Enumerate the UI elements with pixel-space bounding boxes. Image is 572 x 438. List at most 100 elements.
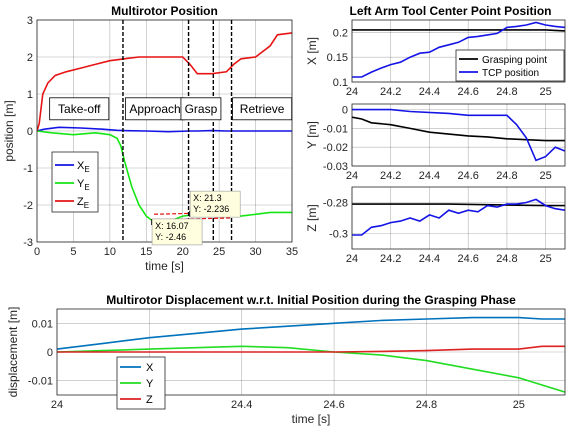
axes-box — [351, 103, 566, 167]
y-tick-label: 3 — [27, 15, 33, 27]
x-tick-label: 24.4 — [231, 399, 252, 411]
x-tick-label: 24.8 — [496, 253, 517, 265]
legend-label: YE — [77, 178, 90, 192]
x-tick-label: 25 — [540, 170, 552, 182]
x-tick-label: 35 — [286, 246, 298, 258]
legend-subscript: E — [84, 201, 89, 210]
y-tick-label: -0.02 — [323, 142, 348, 154]
x-tick-label: 24.2 — [380, 253, 401, 265]
y-tick-label: 0.01 — [32, 318, 53, 330]
series-line-grasping-point — [352, 203, 565, 207]
y-axis-label: X [m] — [305, 37, 319, 65]
y-tick-label: -3 — [23, 237, 33, 249]
datatip-line: Y: -2.236 — [193, 204, 229, 214]
x-tick-label: 24.6 — [457, 170, 478, 182]
x-tick-label: 24 — [346, 170, 358, 182]
phase-label-box — [180, 97, 222, 121]
y-tick-label: -0.01 — [323, 123, 348, 135]
legend-label: Z — [146, 394, 153, 406]
y-tick-label: -0.3 — [329, 229, 348, 241]
x-tick-label: 24.8 — [496, 86, 517, 98]
y-axis-label: position [m] — [2, 100, 16, 161]
x-tick-label: 20 — [177, 246, 189, 258]
x-tick-label: 24 — [346, 86, 358, 98]
x-tick-label: 24.4 — [419, 86, 440, 98]
series-group — [352, 21, 565, 78]
tcp-x-chart: 24 24.2 24.4 24.6 24.8 25 0.1 0.15 0.2 X [m] Left … — [305, 4, 566, 98]
x-tick-label: 24.8 — [496, 170, 517, 182]
x-tick-label: 25 — [513, 399, 525, 411]
x-tick-label: 15 — [140, 246, 152, 258]
plot-area — [352, 187, 565, 249]
x-tick-label: 24 — [51, 399, 63, 411]
x-tick-label: 24.6 — [457, 253, 478, 265]
datatip-box — [151, 218, 203, 246]
legend-name: Z — [77, 196, 84, 208]
x-tick-label: 24.2 — [380, 170, 401, 182]
y-tick-label: 0 — [27, 126, 33, 138]
tcp-z-chart: 24 24.2 24.4 24.6 24.8 25 -0.3 -0.28 Z [m] — [305, 186, 566, 265]
y-tick-label: -0.28 — [323, 198, 348, 210]
axes-box — [56, 308, 566, 396]
axes-box — [351, 186, 566, 250]
phase-label: Grasp — [185, 102, 218, 116]
series-line-y — [57, 345, 565, 393]
axes-box — [351, 19, 566, 83]
series-group — [352, 198, 565, 236]
legend-name: X — [77, 160, 85, 172]
y-tick-label: 0 — [47, 347, 53, 359]
y-tick-label: -0.01 — [28, 376, 53, 388]
x-tick-label: 24.2 — [380, 86, 401, 98]
legend-label: X — [146, 362, 154, 374]
legend-label: XE — [77, 160, 90, 174]
datatip-line: X: 21.3 — [193, 193, 222, 203]
x-tick-label: 24.6 — [323, 399, 344, 411]
legend-label: ZE — [77, 196, 89, 210]
phase-label: Take-off — [58, 102, 101, 116]
x-axis-label: time [s] — [292, 412, 331, 426]
legend-label: TCP position — [482, 68, 539, 79]
datatip-line: Y: -2.46 — [155, 232, 186, 242]
series-line-z — [57, 345, 565, 353]
y-axis-label: displacement [m] — [6, 307, 20, 398]
datatip-box — [189, 190, 241, 218]
y-tick-label: 1 — [27, 89, 33, 101]
y-tick-label: 0.2 — [333, 27, 348, 39]
phase-label: Approach — [129, 102, 180, 116]
x-tick-label: 10 — [104, 246, 116, 258]
x-tick-label: 5 — [70, 246, 76, 258]
y-tick-label: -0.03 — [323, 161, 348, 173]
phase-label-box — [232, 97, 293, 121]
legend-box — [455, 49, 565, 82]
legend-box — [51, 151, 99, 213]
series-line-x — [37, 126, 292, 133]
x-tick-label: 0 — [34, 246, 40, 258]
x-tick-label: 24.4 — [419, 170, 440, 182]
series-line-grasping-point — [352, 29, 565, 32]
series-line-tcp-position — [352, 198, 565, 236]
legend-subscript: E — [84, 183, 89, 192]
phase-label-box — [49, 97, 110, 121]
y-tick-label: 2 — [27, 52, 33, 64]
chart-title: Multirotor Displacement w.r.t. Initial P… — [106, 293, 516, 307]
y-axis-label: Z [m] — [305, 204, 319, 231]
series-line-x — [57, 316, 565, 350]
y-tick-label: 0.1 — [333, 77, 348, 89]
x-tick-label: 25 — [540, 253, 552, 265]
y-axis-label: Y [m] — [305, 121, 319, 149]
series-line-tcp-position — [352, 108, 565, 162]
series-line-z — [37, 32, 292, 132]
y-tick-label: 0 — [342, 105, 348, 117]
x-tick-label: 25 — [213, 246, 225, 258]
series-group — [352, 108, 565, 162]
x-tick-label: 30 — [249, 246, 261, 258]
legend-subscript: E — [84, 165, 89, 174]
x-tick-label: 24 — [346, 253, 358, 265]
chart-title: Multirotor Position — [111, 4, 218, 18]
chart-title: Left Arm Tool Center Point Position — [350, 4, 552, 18]
y-tick-label: 0.15 — [327, 52, 348, 64]
position-chart: 0 5 10 15 20 25 30 35 -3 -2 -1 0 1 2 3 time [s] position… — [2, 4, 298, 273]
legend-label: Grasping point — [482, 55, 547, 66]
